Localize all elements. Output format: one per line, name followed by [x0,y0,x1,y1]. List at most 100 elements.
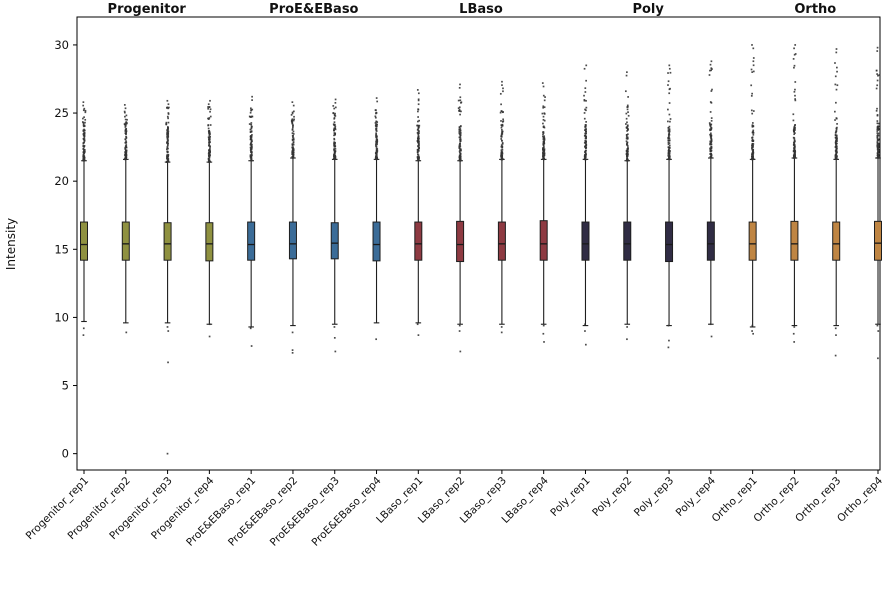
outlier-point [794,150,797,153]
outlier-point [585,130,587,133]
outlier-low-point [752,332,754,335]
outlier-point [83,131,86,134]
outlier-point [83,157,85,160]
outlier-point [290,120,293,123]
outlier-point [668,92,671,95]
axes-frame [76,16,881,471]
outlier-point [542,131,545,133]
outlier-point [876,130,879,132]
outlier-point [375,135,378,137]
outlier-point [710,141,713,144]
outlier-point [167,112,170,114]
outlier-point [458,108,461,111]
outlier-point [793,138,796,141]
outlier-point [793,156,795,159]
outlier-point [83,138,86,141]
outlier-point [207,106,209,108]
outlier-point [794,155,796,158]
outlier-point [291,128,294,130]
outlier-point [876,132,879,134]
outlier-low-point [249,327,252,330]
outlier-point [876,50,879,52]
outlier-low-point [291,349,294,351]
outlier-point [248,115,251,118]
outlier-point [417,156,420,159]
outlier-point [376,123,379,126]
outlier-point [751,147,753,150]
outlier-point [585,106,588,109]
outlier-max-point [82,101,85,104]
outlier-point [877,156,880,158]
outlier-point [668,152,671,154]
outlier-point [836,84,839,87]
outlier-point [668,150,671,153]
outlier-point [751,151,754,154]
outlier-point [167,136,170,138]
outlier-point [250,138,253,141]
outlier-point [710,139,713,142]
outlier-point [167,113,170,115]
outlier-point [793,148,796,151]
boxplot-sample-Poly_rep3: Poly_rep3 [632,64,676,519]
outlier-point [459,147,461,150]
outlier-point [459,153,462,155]
outlier-point [249,155,252,158]
outlier-point [710,150,712,153]
group-title: LBaso [459,2,503,17]
outlier-point [584,154,587,157]
outlier-point [209,147,211,150]
boxplot-sample-Progenitor_rep3: Progenitor_rep3 [107,99,175,542]
outlier-point [626,150,629,153]
outlier-point [375,133,378,136]
outlier-point [543,136,545,139]
outlier-point [375,111,378,114]
outlier-point [82,109,85,112]
outlier-point [126,122,128,125]
outlier-low-point [166,452,169,455]
outlier-low-point [82,327,85,330]
outlier-point [835,143,837,146]
x-tick-label: Poly_rep1 [548,475,592,519]
outlier-point [458,132,461,134]
outlier-point [709,69,711,72]
outlier-low-point [877,330,880,332]
outlier-point [416,151,419,153]
outlier-point [249,149,252,152]
outlier-low-point [667,324,670,327]
outlier-max-point [794,44,797,46]
outlier-point [83,150,86,153]
outlier-point [165,123,168,126]
outlier-point [82,104,85,107]
iqr-box [288,221,297,260]
outlier-point [668,132,671,135]
outlier-point [417,149,420,151]
boxplot-sample-Ortho_rep1: Ortho_rep1 [710,44,760,525]
outlier-point [668,129,671,132]
outlier-low-point [543,341,545,343]
outlier-point [709,156,712,159]
outlier-point [416,140,419,142]
outlier-point [334,128,337,131]
outlier-point [292,133,295,135]
outlier-point [709,63,712,66]
outlier-point [752,130,754,133]
outlier-point [836,140,838,142]
outlier-point [457,107,460,110]
outlier-point [208,106,211,108]
outlier-low-point [626,338,628,341]
outlier-point [710,153,712,156]
outlier-point [250,127,253,130]
outlier-point [291,143,294,146]
outlier-point [627,128,629,131]
outlier-point [208,152,211,155]
outlier-point [166,129,168,131]
outlier-point [83,155,86,158]
outlier-point [542,140,545,143]
outlier-point [627,114,630,117]
outlier-point [624,90,627,93]
outlier-point [710,69,712,72]
outlier-low-point [500,331,503,334]
outlier-point [752,154,755,157]
outlier-point [668,130,671,133]
outlier-point [709,123,712,126]
